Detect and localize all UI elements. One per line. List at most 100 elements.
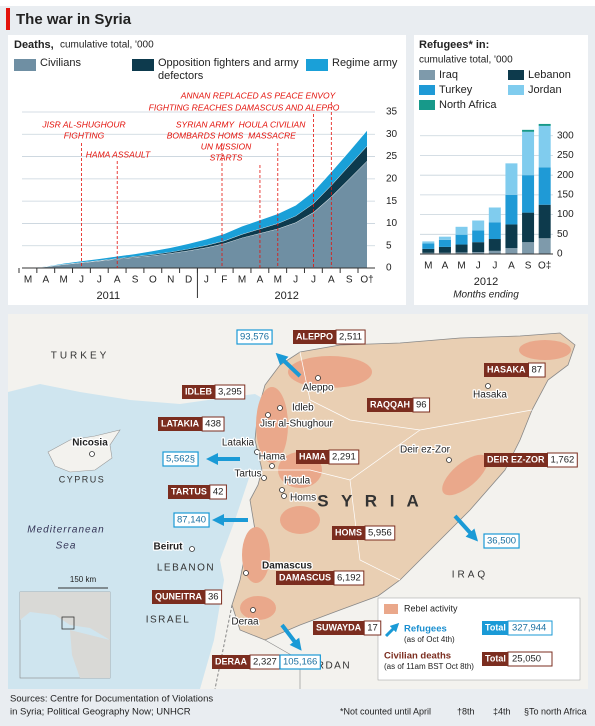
total-value: 25,050 — [512, 654, 541, 665]
country-label: LEBANON — [157, 563, 215, 574]
bar-segment — [538, 125, 551, 168]
bar-segment — [522, 129, 535, 132]
bar-segment — [422, 248, 435, 253]
country-label: JORDAN — [301, 661, 351, 672]
annotation: HAMA ASSAULT — [86, 149, 151, 159]
x-tick-label: A — [257, 275, 264, 286]
x-tick-label: O† — [360, 275, 373, 286]
province-name: TARTUS — [171, 486, 207, 496]
province-name-box — [296, 450, 329, 464]
annotation: JISR AL-SHUGHOUR — [41, 119, 125, 129]
province-name-box — [484, 453, 548, 467]
x-tick-label: D — [185, 275, 192, 286]
legend-note: (as of 11am BST Oct 8th) — [384, 662, 474, 671]
bar-segment — [472, 252, 485, 254]
province-name-box — [484, 363, 529, 377]
x-axis-label: Months ending — [453, 290, 519, 301]
bar-segment — [538, 238, 551, 254]
city-dot — [189, 546, 195, 552]
annotation: UN MISSION — [201, 141, 252, 151]
province-border — [262, 429, 421, 481]
legend-label: Jordan — [528, 84, 562, 96]
legend-label: Civilians — [40, 57, 81, 69]
city-dot — [277, 405, 283, 411]
refugee-box — [483, 533, 520, 549]
city-label: Hama — [259, 452, 286, 463]
rebel-area — [519, 340, 571, 360]
x-tick-label: J — [79, 275, 84, 286]
bar-segment — [488, 222, 501, 240]
legend-label: Civilian deaths — [384, 651, 451, 662]
refugee-box — [162, 451, 199, 467]
legend-item: Opposition fighters and army defectors — [158, 57, 299, 82]
province-name-box — [168, 485, 210, 499]
city-dot — [261, 475, 267, 481]
province-name-box — [313, 621, 365, 635]
bar-segment — [505, 224, 518, 249]
city-dot — [315, 375, 321, 381]
area — [28, 161, 367, 268]
annotation: ANNAN REPLACED AS PEACE ENVOY — [180, 90, 337, 100]
province-deaths: 2,291 — [332, 452, 356, 463]
rebel-area — [280, 506, 320, 534]
province-name: SUWAYDA — [316, 622, 362, 632]
y-tick-label: 15 — [386, 196, 398, 207]
bar-segment — [455, 226, 468, 235]
province-deaths: 1,762 — [551, 455, 575, 466]
x-tick-label: J — [311, 275, 316, 286]
province-name-box — [367, 398, 413, 412]
scale-label: 150 km — [70, 575, 97, 584]
legend-label: Regime army — [332, 57, 398, 69]
refugee-arrow — [453, 514, 479, 542]
province-deaths-box — [364, 525, 396, 541]
province-name: HASAKA — [487, 364, 526, 374]
city-label: Jisr al-Shughour — [260, 419, 333, 430]
x-tick-label: M — [238, 275, 246, 286]
x-tick-label: N — [167, 275, 174, 286]
chart-subtitle: cumulative total, '000 — [60, 40, 154, 51]
province-deaths-box — [528, 362, 546, 378]
country-label: S Y R I A — [317, 491, 423, 510]
province-deaths: 36 — [208, 592, 219, 603]
city-label: Beirut — [154, 542, 184, 553]
bar-segment — [422, 243, 435, 249]
bar-segment — [505, 163, 518, 195]
y-tick-label: 20 — [386, 173, 398, 184]
x-tick-label: M — [60, 275, 68, 286]
city-label: Damascus — [262, 561, 312, 572]
x-tick-label: S — [346, 275, 353, 286]
legend-label: North Africa — [439, 99, 497, 111]
legend-item: Civilians — [40, 57, 81, 69]
cyprus — [47, 429, 121, 473]
y-tick-label: 25 — [386, 151, 398, 162]
province-name-box — [276, 571, 335, 585]
bar-segment — [472, 220, 485, 231]
province-deaths: 2,327 — [253, 657, 277, 668]
province-name: LATAKIA — [161, 418, 200, 428]
bar-segment — [455, 244, 468, 253]
province-deaths-box — [201, 416, 225, 432]
refugee-value: 105,166 — [283, 657, 317, 668]
province-name: HOMS — [335, 527, 362, 537]
annotation: MASSACRE — [248, 130, 296, 140]
country-label: CYPRUS — [59, 474, 106, 484]
border — [214, 604, 233, 690]
annotation: STARTS — [210, 152, 243, 162]
y-tick-label: 5 — [386, 240, 392, 251]
city-dot — [269, 463, 275, 469]
province-name: DEIR EZ-ZOR — [487, 454, 545, 464]
footnote: †8th — [457, 706, 475, 716]
bar-segment — [438, 239, 451, 247]
city-dot — [485, 383, 491, 389]
y-tick-label: 10 — [386, 218, 398, 229]
legend-swatch — [306, 59, 328, 71]
legend-swatch — [132, 59, 154, 71]
y-tick-label: 30 — [386, 129, 398, 140]
city-label: Tartus — [234, 469, 261, 480]
bar-segment — [538, 123, 551, 126]
bar-segment — [422, 241, 435, 244]
province-deaths: 6,192 — [337, 573, 361, 584]
x-tick-label: O‡ — [538, 261, 551, 272]
refugee-box — [279, 654, 321, 670]
legend-swatch — [419, 70, 435, 80]
